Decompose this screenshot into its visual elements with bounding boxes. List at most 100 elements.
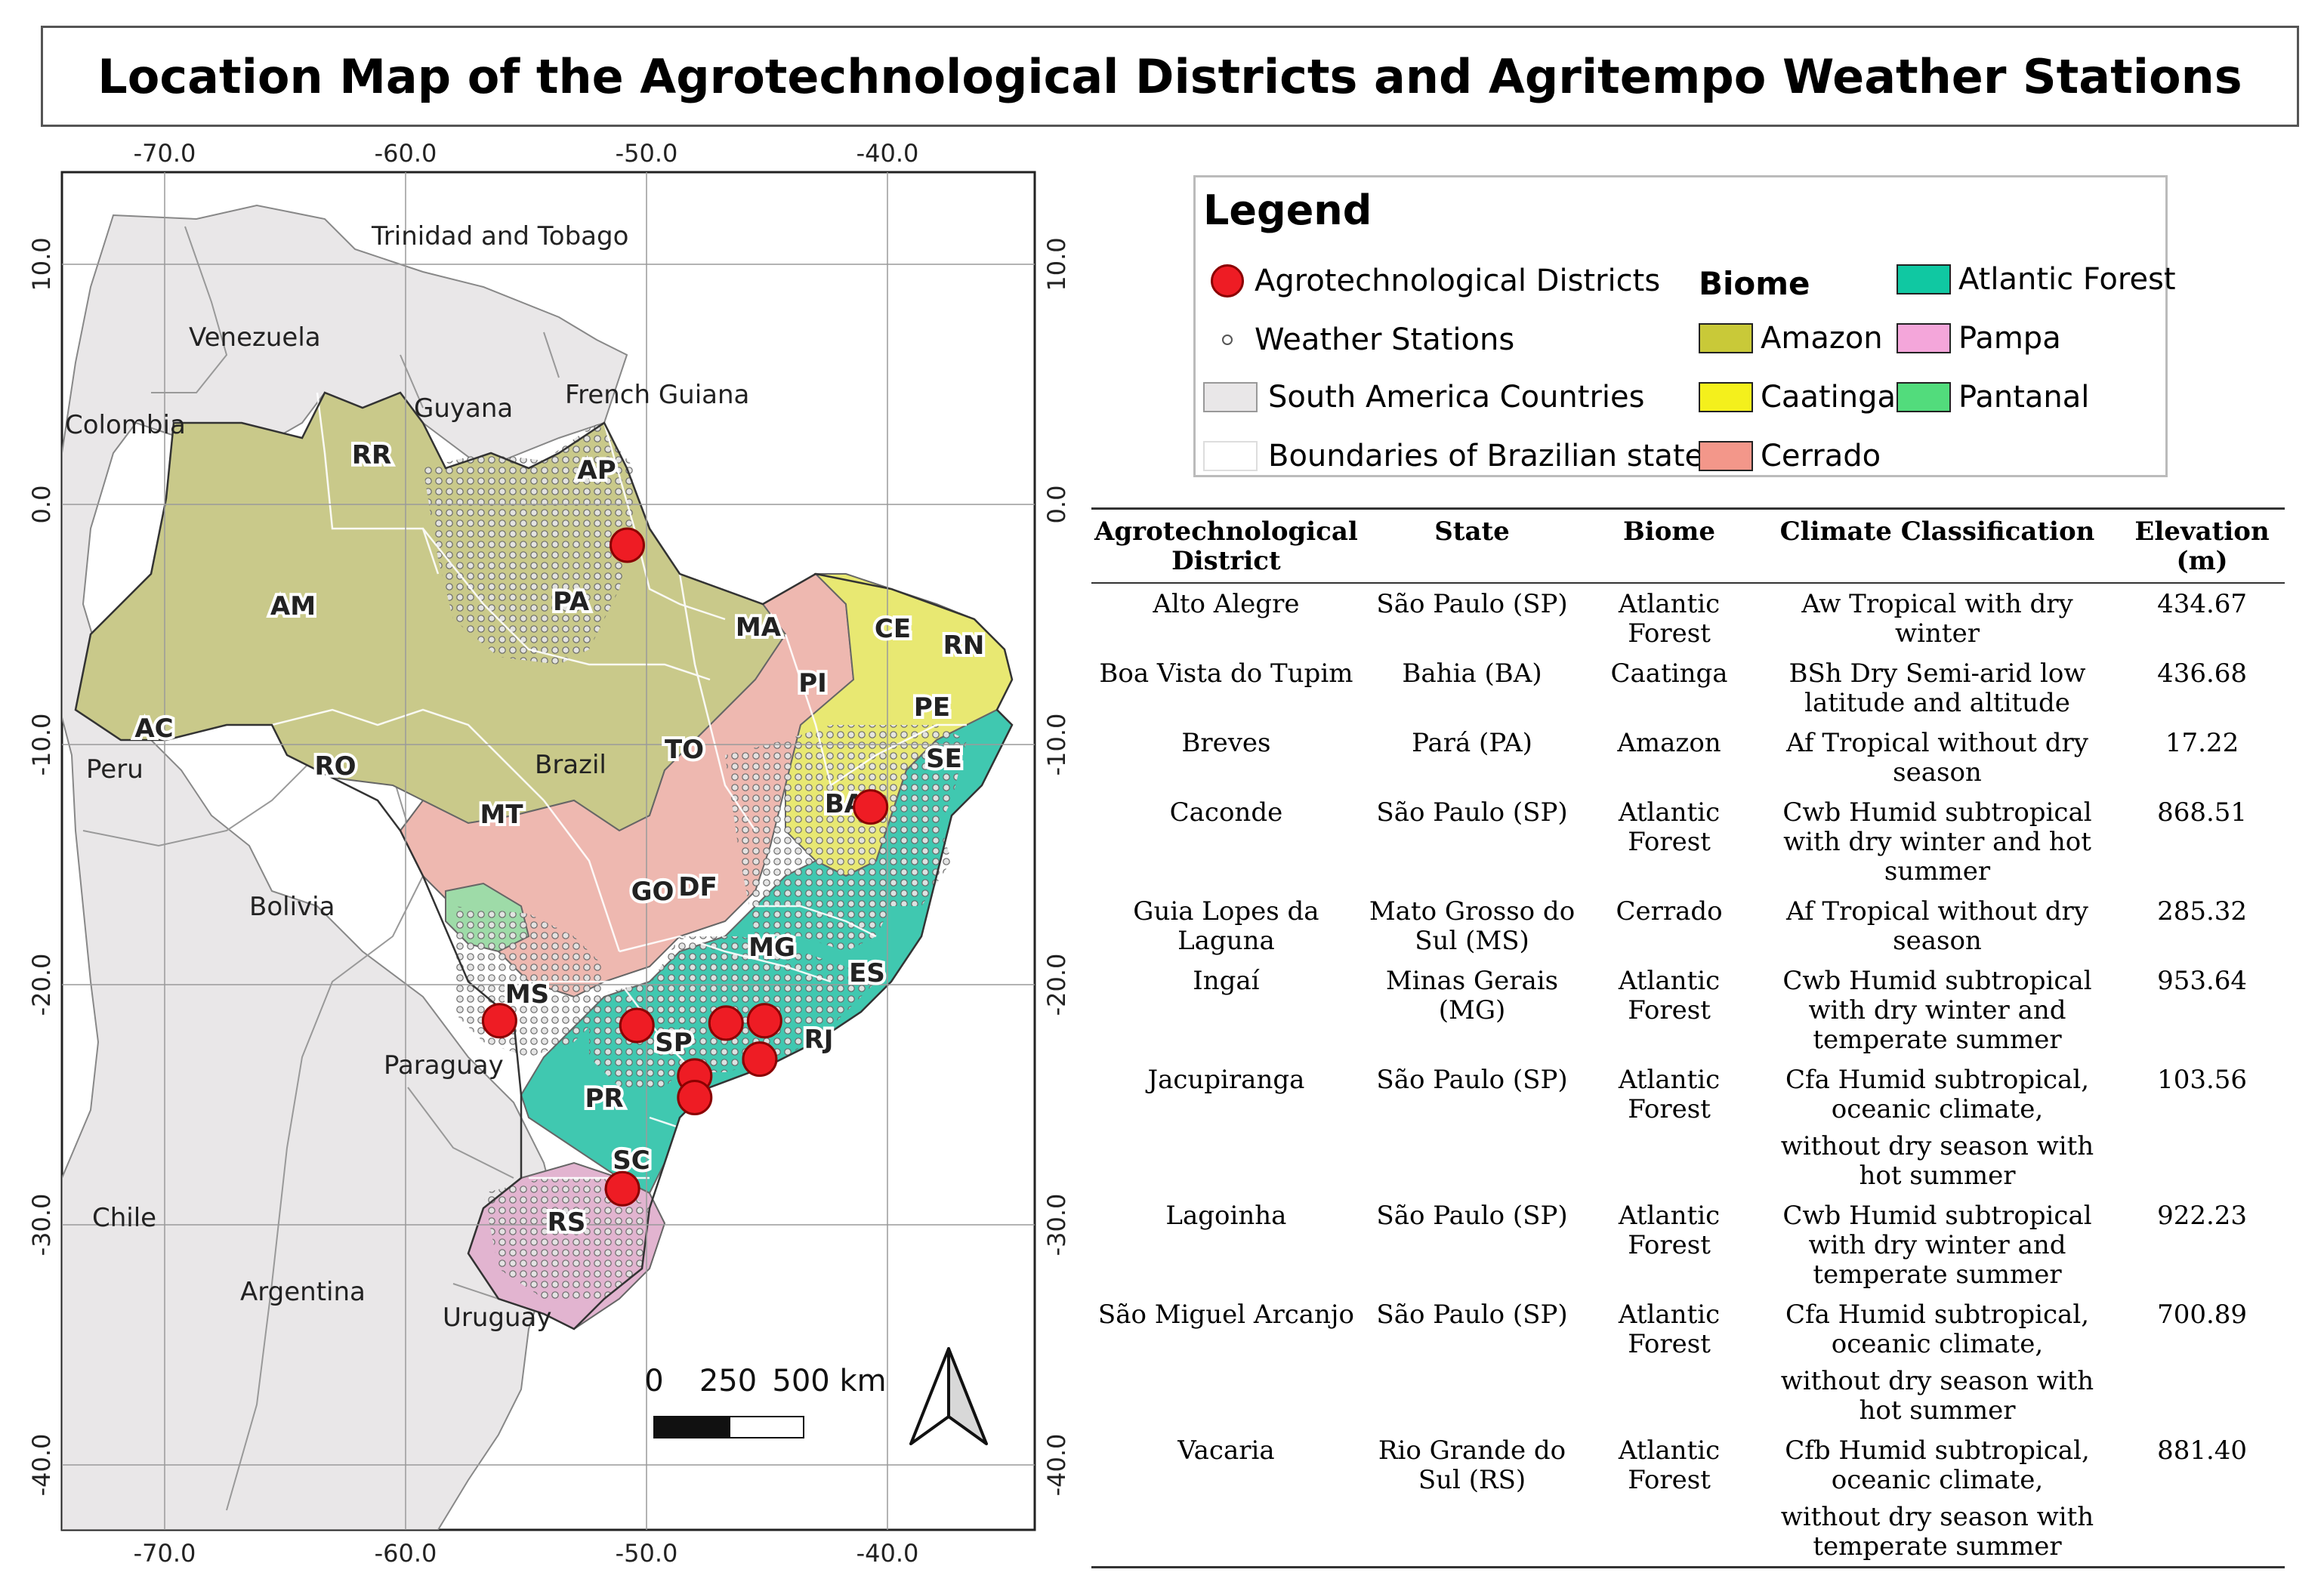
- cell-elevation: 285.32: [2157, 896, 2248, 927]
- header-district: Agrotechnological District: [1091, 507, 1361, 584]
- cell-climate: Cfa Humid subtropical, oceanic climate, w…: [1755, 1059, 2119, 1195]
- lon-tick-top-3: -40.0: [856, 139, 919, 168]
- lat-tick-right-4: -30.0: [1042, 1194, 1071, 1257]
- state-label-pa: PA: [553, 587, 590, 617]
- cell-state: São Paulo (SP): [1376, 589, 1568, 619]
- lon-tick-top-2: -50.0: [616, 139, 678, 168]
- cell-biome: Atlantic Forest: [1618, 966, 1721, 1025]
- cell-climate: Af Tropical without dry season: [1755, 891, 2119, 961]
- state-label-rj: RJ: [804, 1025, 834, 1055]
- cell-district: Guia Lopes da Laguna: [1133, 896, 1319, 956]
- legend-label-districts: Agrotechnological Districts: [1255, 264, 1661, 298]
- table-row: Guia Lopes da Laguna Mato Grosso do Sul (…: [1091, 891, 2285, 961]
- legend-biome-pampa: Pampa: [1897, 321, 2061, 356]
- lat-tick-left-4: -30.0: [27, 1194, 56, 1257]
- countries-swatch: [1203, 382, 1258, 412]
- legend-label-atlantic-forest: Atlantic Forest: [1958, 262, 2176, 297]
- table-row: Vacaria Rio Grande do Sul (RS) Atlantic Fo…: [1091, 1430, 2285, 1568]
- table-row: Ingaí Minas Gerais (MG) Atlantic Forest Cwb…: [1091, 961, 2285, 1059]
- state-label-ap: AP: [577, 455, 616, 486]
- state-label-se: SE: [926, 744, 962, 774]
- cell-district: Caconde: [1169, 797, 1283, 828]
- lat-tick-left-5: -40.0: [27, 1434, 56, 1497]
- pantanal-swatch: [1897, 382, 1951, 412]
- state-label-ac: AC: [134, 714, 173, 744]
- lon-tick-top-1: -60.0: [375, 139, 437, 168]
- cell-biome: Amazon: [1617, 728, 1721, 758]
- legend: Legend Agrotechnological Districts Weath…: [1193, 175, 2176, 477]
- climate-line: Cwb Humid subtropical with dry winter an…: [1782, 797, 2092, 887]
- legend-label-caatinga: Caatinga: [1761, 380, 1897, 415]
- lat-tick-left-3: -20.0: [27, 954, 56, 1016]
- cell-climate: Af Tropical without dry season: [1755, 723, 2119, 792]
- legend-biome-caatinga: Caatinga: [1699, 380, 1896, 415]
- table-row: Alto Alegre São Paulo (SP) Atlantic Forest…: [1091, 583, 2285, 653]
- cell-elevation: 103.56: [2157, 1065, 2248, 1095]
- cell-biome: Atlantic Forest: [1583, 1430, 1755, 1568]
- state-label-am: AM: [270, 591, 316, 621]
- country-label-chile: Chile: [92, 1203, 156, 1233]
- cell-climate: Cwb Humid subtropical with dry winter an…: [1755, 1195, 2119, 1294]
- cell-state: São Paulo (SP): [1376, 1065, 1568, 1095]
- state-label-pi: PI: [798, 668, 827, 698]
- climate-line: BSh Dry Semi-arid low latitude and altit…: [1789, 658, 2086, 718]
- climate-line: Cwb Humid subtropical with dry winter an…: [1782, 966, 2092, 1055]
- cell-state: Minas Gerais (MG): [1385, 966, 1559, 1025]
- scale-label-500: 500 km: [772, 1364, 886, 1398]
- legend-item-state-boundaries: Boundaries of Brazilian states: [1203, 439, 1719, 473]
- state-label-sp: SP: [655, 1028, 692, 1058]
- cell-climate: Cfa Humid subtropical, oceanic climate, w…: [1755, 1294, 2119, 1430]
- district-marker: [746, 1003, 782, 1039]
- district-marker: [677, 1079, 713, 1115]
- cell-state: Rio Grande do Sul (RS): [1360, 1430, 1584, 1568]
- cell-biome: Caatinga: [1610, 658, 1728, 689]
- cell-state: Mato Grosso do Sul (MS): [1369, 896, 1576, 956]
- country-label-peru: Peru: [86, 754, 144, 785]
- state-label-ms: MS: [505, 979, 549, 1010]
- cell-district: Boa Vista do Tupim: [1099, 658, 1353, 689]
- cell-state: São Paulo (SP): [1376, 797, 1568, 828]
- lon-tick-bottom-0: -70.0: [134, 1539, 196, 1568]
- cell-district: São Miguel Arcanjo: [1097, 1300, 1354, 1330]
- cell-biome: Atlantic Forest: [1618, 1300, 1721, 1359]
- legend-biome-title: Biome: [1699, 265, 1810, 302]
- legend-label-countries: South America Countries: [1268, 380, 1645, 415]
- state-label-pe: PE: [914, 692, 950, 723]
- climate-line: Aw Tropical with dry winter: [1801, 589, 2073, 649]
- cell-biome: Atlantic Forest: [1618, 1201, 1721, 1260]
- state-label-to: TO: [665, 735, 704, 765]
- legend-label-pantanal: Pantanal: [1958, 380, 2090, 415]
- table-header-row: Agrotechnological District State Biome C…: [1091, 507, 2285, 584]
- district-marker: [708, 1005, 744, 1041]
- header-state: State: [1360, 507, 1584, 584]
- legend-item-countries: South America Countries: [1203, 380, 1644, 415]
- caatinga-swatch: [1699, 382, 1753, 412]
- state-boundaries-swatch: [1203, 441, 1258, 471]
- country-label-guyana: Guyana: [414, 393, 513, 424]
- climate-line: Cfa Humid subtropical, oceanic climate,: [1785, 1065, 2090, 1124]
- cell-elevation: 881.40: [2119, 1430, 2285, 1568]
- climate-line: without dry season with hot summer: [1780, 1131, 2094, 1191]
- district-markers: [481, 527, 889, 1207]
- cell-biome: Atlantic Forest: [1618, 589, 1721, 649]
- district-marker: [619, 1007, 655, 1044]
- cell-district: Vacaria: [1091, 1430, 1361, 1568]
- scale-label-0: 0: [644, 1364, 663, 1398]
- country-label-bolivia: Bolivia: [249, 892, 335, 922]
- cell-climate: Cwb Humid subtropical with dry winter an…: [1755, 792, 2119, 891]
- legend-label-cerrado: Cerrado: [1761, 439, 1881, 473]
- country-label-paraguay: Paraguay: [384, 1050, 504, 1081]
- legend-item-districts: Agrotechnological Districts: [1211, 264, 1660, 298]
- legend-biome-atlantic-forest: Atlantic Forest: [1897, 262, 2176, 297]
- climate-line: without dry season with hot summer: [1780, 1366, 2094, 1426]
- climate-line: Cfa Humid subtropical, oceanic climate,: [1785, 1300, 2090, 1359]
- table-row: Lagoinha São Paulo (SP) Atlantic Forest Cwb…: [1091, 1195, 2285, 1294]
- legend-biome-pantanal: Pantanal: [1897, 380, 2089, 415]
- climate-line: Af Tropical without dry season: [1786, 728, 2088, 788]
- state-label-ma: MA: [736, 612, 782, 643]
- country-label-french-guiana: French Guiana: [565, 380, 749, 410]
- legend-biome-amazon: Amazon: [1699, 321, 1883, 356]
- header-climate: Climate Classification: [1755, 507, 2120, 584]
- legend-label-amazon: Amazon: [1761, 321, 1883, 356]
- cell-elevation: 700.89: [2157, 1300, 2248, 1330]
